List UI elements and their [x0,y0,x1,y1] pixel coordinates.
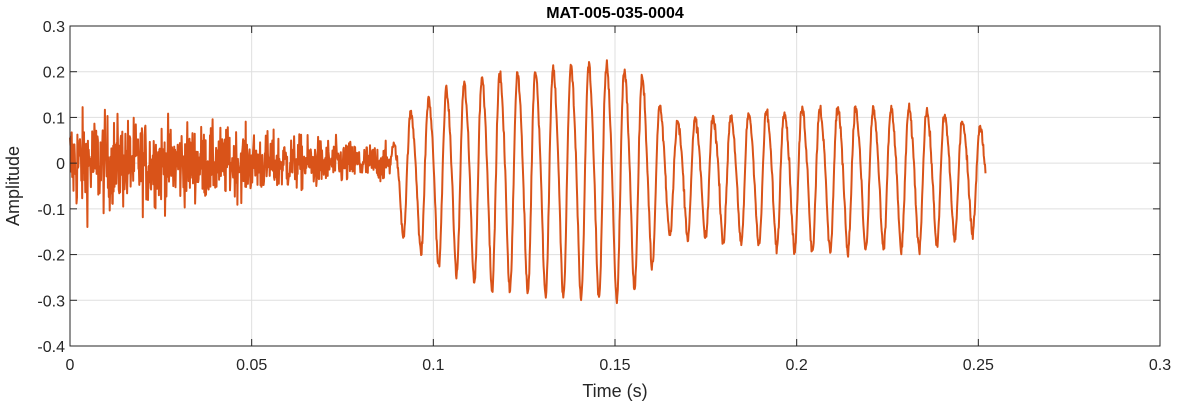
x-axis-label: Time (s) [582,381,647,401]
y-tick-label: 0.3 [43,19,65,36]
y-tick-label: -0.2 [37,248,65,265]
y-tick-label: 0.1 [43,110,65,127]
x-tick-label: 0.25 [963,357,994,374]
x-tick-label: 0.15 [599,357,630,374]
y-tick-label: 0.2 [43,65,65,82]
ticks: 0 0.05 0.1 0.15 0.2 0.25 0.3 0.3 0.2 0.1 0 -0.1 -0.2… [37,19,1171,374]
waveform-line [69,59,987,305]
y-tick-label: -0.3 [37,293,65,310]
chart-title: MAT-005-035-0004 [546,5,684,22]
y-tick-label: -0.4 [37,339,65,356]
x-tick-label: 0 [66,357,75,374]
x-tick-label: 0.3 [1149,357,1171,374]
y-tick-label: 0 [56,156,65,173]
x-tick-label: 0.2 [786,357,808,374]
series-layer [69,59,987,305]
x-tick-label: 0.05 [236,357,267,374]
y-axis-label: Amplitude [3,146,23,226]
x-tick-label: 0.1 [422,357,444,374]
y-tick-label: -0.1 [37,202,65,219]
